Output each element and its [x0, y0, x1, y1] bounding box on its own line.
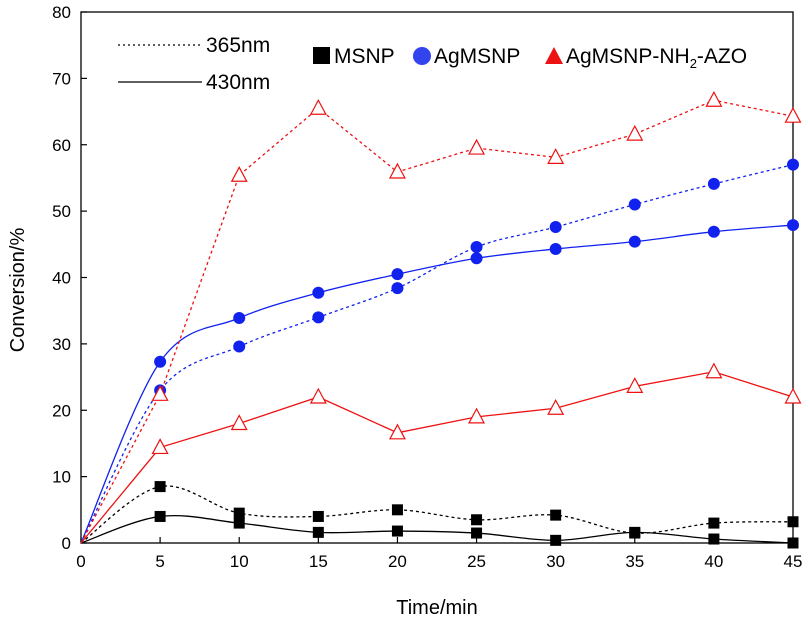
- data-point-triangle: [309, 98, 327, 115]
- legend-circle-icon: [413, 47, 431, 65]
- data-point-triangle: [547, 148, 565, 164]
- data-point-square: [154, 481, 166, 493]
- x-tick-label: 5: [155, 552, 164, 571]
- data-point-triangle: [388, 423, 406, 440]
- data-point-square: [312, 510, 324, 522]
- data-point-circle: [233, 311, 246, 324]
- data-point-circle: [707, 177, 720, 190]
- series-line: [80, 485, 794, 544]
- data-point-triangle: [547, 398, 565, 415]
- data-point-circle: [233, 340, 246, 353]
- data-point-square: [391, 504, 403, 516]
- data-point-triangle: [468, 407, 486, 424]
- plot-frame: [80, 11, 794, 544]
- data-point-circle: [628, 235, 641, 248]
- axis-ticks: 0 5 10 15 20 25 30 35 40 45 0 10 20 30 40 50 60 70 80: [52, 3, 802, 571]
- data-point-square: [471, 514, 483, 526]
- data-point-circle: [787, 219, 799, 232]
- data-point-circle: [549, 221, 562, 234]
- data-point-square: [708, 533, 720, 545]
- legend-square-icon: [313, 47, 330, 64]
- y-tick-label: 20: [52, 401, 71, 420]
- x-tick-label: 35: [625, 552, 644, 571]
- data-point-square: [787, 537, 799, 549]
- y-tick-label: 0: [62, 534, 71, 553]
- data-point-triangle: [151, 438, 169, 455]
- series-line: [80, 164, 794, 544]
- y-tick-label: 10: [52, 468, 71, 487]
- y-tick-label: 60: [52, 136, 71, 155]
- y-tick-label: 70: [52, 69, 71, 88]
- series-line: [80, 514, 794, 544]
- data-point-circle: [549, 242, 562, 255]
- series-line: [80, 371, 794, 544]
- legend-triangle-icon: [545, 47, 563, 64]
- x-tick-label: 0: [76, 552, 85, 571]
- x-tick-label: 25: [467, 552, 486, 571]
- x-axis-title: Time/min: [396, 597, 477, 619]
- y-tick-label: 30: [52, 335, 71, 354]
- legend-label-msnp: MSNP: [334, 45, 395, 68]
- series-line: [80, 99, 794, 544]
- x-tick-label: 10: [230, 552, 249, 571]
- data-point-square: [233, 517, 245, 529]
- data-point-circle: [470, 240, 483, 253]
- data-point-square: [550, 534, 562, 546]
- legend-label-azo-main: AgMSNP-NH: [566, 45, 690, 68]
- data-point-triangle: [309, 387, 327, 404]
- data-point-triangle: [784, 106, 802, 123]
- x-tick-label: 20: [388, 552, 407, 571]
- data-point-triangle: [705, 362, 723, 379]
- y-tick-label: 40: [52, 269, 71, 288]
- data-point-square: [550, 509, 562, 521]
- legend-label-agmsnp: AgMSNP: [434, 45, 520, 68]
- data-point-square: [233, 507, 245, 519]
- data-point-square: [708, 517, 720, 529]
- data-point-circle: [628, 198, 641, 211]
- x-tick-label: 45: [784, 552, 803, 571]
- data-point-circle: [312, 311, 325, 324]
- x-tick-label: 40: [704, 552, 723, 571]
- series-layer: [80, 91, 802, 549]
- legend-label-azo-tail: -AZO: [697, 45, 747, 68]
- y-tick-label: 80: [52, 3, 71, 22]
- legend-label-430nm: 430nm: [206, 71, 270, 94]
- legend-label-365nm: 365nm: [206, 34, 270, 57]
- data-point-circle: [470, 252, 483, 265]
- data-point-triangle: [468, 138, 486, 155]
- data-point-circle: [707, 225, 720, 238]
- data-point-triangle: [151, 385, 169, 401]
- data-point-triangle: [626, 377, 644, 393]
- data-point-circle: [312, 286, 325, 299]
- data-point-triangle: [784, 387, 802, 404]
- series-line: [80, 224, 794, 544]
- data-point-square: [629, 526, 641, 538]
- legend-label-azo: AgMSNP-NH2-AZO: [566, 45, 747, 71]
- x-tick-label: 30: [546, 552, 565, 571]
- y-axis-title: Conversion/%: [7, 228, 29, 353]
- data-point-circle: [391, 282, 404, 295]
- data-point-circle: [391, 268, 404, 281]
- data-point-triangle: [388, 162, 406, 179]
- y-tick-label: 50: [52, 202, 71, 221]
- data-point-triangle: [705, 91, 723, 107]
- data-point-square: [154, 510, 166, 522]
- data-point-circle: [787, 158, 799, 171]
- data-point-square: [391, 525, 403, 537]
- x-tick-label: 15: [309, 552, 328, 571]
- data-point-square: [787, 516, 799, 528]
- data-point-triangle: [626, 124, 644, 141]
- data-point-circle: [154, 355, 167, 368]
- data-point-square: [312, 526, 324, 538]
- legend-label-azo-sub: 2: [690, 56, 697, 71]
- legend: 365nm 430nm MSNP AgMSNP AgMSNP-NH2-AZO: [118, 34, 747, 94]
- data-point-triangle: [230, 414, 248, 431]
- data-point-square: [471, 527, 483, 539]
- data-point-triangle: [230, 166, 248, 182]
